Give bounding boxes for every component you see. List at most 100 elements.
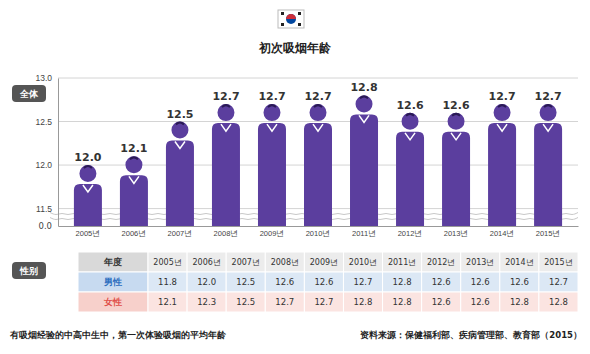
flag-trigram [298, 12, 301, 15]
data-label: 12.8 [350, 81, 377, 94]
table-column-label: 2013년 [466, 258, 494, 267]
table-cell [500, 292, 539, 312]
background [0, 0, 590, 354]
x-tick-label: 2013년 [444, 229, 469, 238]
table-value: 12.8 [510, 297, 529, 307]
x-tick: 2007년 [168, 226, 193, 238]
figure-collar [221, 124, 231, 131]
flag-circle [286, 14, 296, 24]
data-label: 12.7 [212, 90, 239, 103]
bar [488, 104, 516, 226]
table-value: 12.7 [275, 297, 294, 307]
table-cell [539, 292, 578, 312]
table-column-label: 2006년 [192, 258, 220, 267]
table-value: 11.8 [158, 277, 177, 287]
x-tick: 2006년 [122, 226, 147, 238]
y-tick: 11.5 [36, 204, 58, 214]
flag-field [278, 10, 304, 28]
chart-title: 初次吸烟年龄 [258, 41, 332, 55]
table-row-head-cell [78, 272, 148, 292]
table-cell [422, 292, 461, 312]
table-header-cell [422, 252, 461, 272]
figure-collar [267, 124, 277, 131]
data-label: 12.6 [442, 99, 469, 112]
table-header-cell [78, 252, 148, 272]
table-cell [539, 272, 578, 292]
table-column-label: 2009년 [310, 258, 338, 267]
flag-trigram [281, 12, 284, 15]
table-header-cell [539, 252, 578, 272]
table-cell [226, 292, 265, 312]
table-cell [461, 272, 500, 292]
table-row-head-cell [78, 292, 148, 312]
figure-collar [543, 124, 553, 131]
table-header-cell [265, 252, 304, 272]
figure-hair [360, 96, 368, 98]
table-title-box [12, 262, 46, 279]
table-value: 12.6 [432, 297, 451, 307]
figure-hair [176, 123, 184, 125]
figure-collar [313, 124, 323, 131]
figure-collar [451, 133, 461, 140]
bar [166, 122, 194, 226]
table-value: 12.8 [393, 277, 412, 287]
table-header-cell [461, 252, 500, 272]
bars [74, 95, 562, 226]
x-tick: 2005년 [76, 226, 101, 238]
flag-circle-top [286, 14, 296, 19]
x-tick: 2012년 [398, 226, 423, 238]
table-cell [187, 272, 226, 292]
table: 年度2005년2006년2007년2008년2009년2010년2011년201… [78, 252, 578, 312]
table-column-label: 2014년 [505, 258, 533, 267]
figure-hair [498, 105, 506, 107]
data-label: 12.7 [535, 90, 562, 103]
table-column-label: 2012년 [427, 258, 455, 267]
table-value: 12.1 [158, 297, 177, 307]
table-column-label: 2008년 [271, 258, 299, 267]
table-column-label: 2010년 [349, 258, 377, 267]
figure-collar [497, 124, 507, 131]
table-column-label: 2007년 [232, 258, 260, 267]
table-header-cell [343, 252, 382, 272]
x-tick-label: 2009년 [260, 229, 285, 238]
figure-hair [452, 114, 460, 116]
bar [74, 165, 102, 226]
table-cell [148, 272, 187, 292]
table-value: 12.6 [275, 277, 294, 287]
footer-note: 有吸烟经验的中高中生中，第一次体验吸烟的平均年龄 [9, 330, 227, 340]
table-header-cell [148, 252, 187, 272]
table-cell [343, 272, 382, 292]
table-cell [383, 272, 422, 292]
x-tick-label: 2012년 [398, 229, 423, 238]
table-column-label: 2011년 [388, 258, 416, 267]
y-tick: 12.5 [35, 117, 58, 127]
table-value: 12.8 [549, 297, 568, 307]
y-tick-label: 12.5 [35, 117, 52, 127]
table-value: 12.6 [471, 277, 490, 287]
table-cell [343, 292, 382, 312]
data-label: 12.1 [120, 142, 147, 155]
flag-icon [278, 10, 304, 28]
y-tick-label: 11.5 [36, 204, 52, 214]
x-tick-label: 2006년 [122, 229, 147, 238]
x-axis: 2005년2006년2007년2008년2009년2010년2011년2012년… [59, 226, 579, 238]
data-label: 12.0 [74, 151, 101, 164]
table-value: 12.6 [471, 297, 490, 307]
data-label: 12.6 [396, 99, 423, 112]
x-axis-line [59, 226, 579, 227]
figure-hair [130, 157, 138, 159]
bar [304, 104, 332, 226]
table-cell [500, 272, 539, 292]
table-cell [304, 272, 343, 292]
figure-hair [84, 166, 92, 168]
y-label: 全体 [19, 89, 39, 99]
chart-root: 初次吸烟年龄全体11.512.012.513.00.012.012.112.51… [0, 0, 590, 354]
figure-hair [222, 105, 230, 107]
y-tick: 13.0 [35, 73, 58, 83]
x-tick-label: 2015년 [536, 229, 561, 238]
table-cell [461, 292, 500, 312]
bar [120, 156, 148, 226]
data-labels: 12.012.112.512.712.712.712.812.612.612.7… [74, 81, 561, 164]
flag-trigram [281, 23, 284, 26]
bar [350, 95, 378, 226]
